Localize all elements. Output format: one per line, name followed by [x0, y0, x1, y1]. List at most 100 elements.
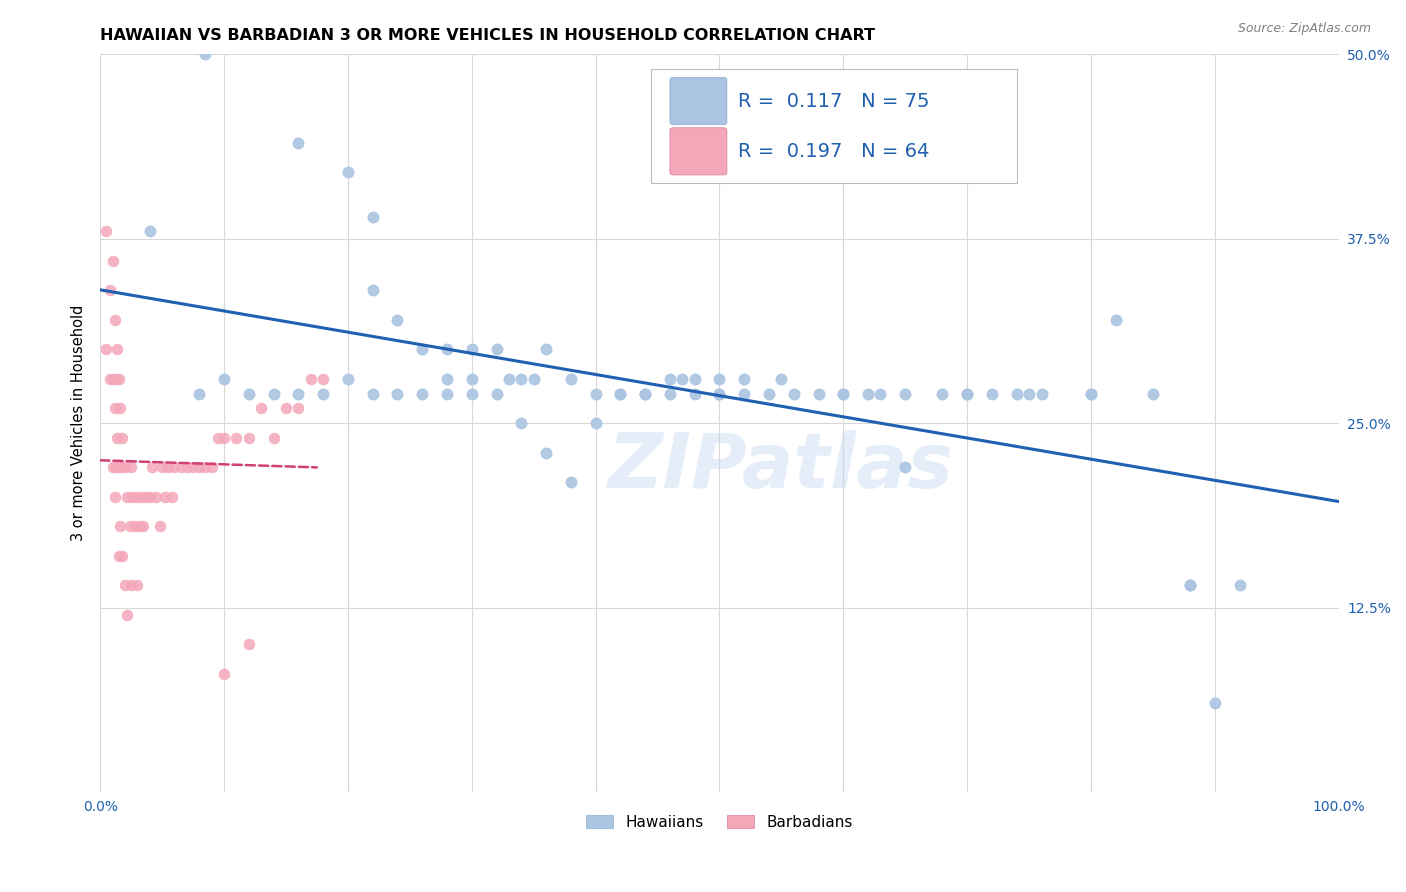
Point: [250, 401, 273, 416]
Point: [436, 386, 458, 401]
Point: [145, 490, 167, 504]
Point: [436, 343, 458, 357]
Point: [263, 431, 285, 445]
Point: [770, 372, 793, 386]
Point: [238, 386, 260, 401]
Point: [461, 372, 484, 386]
Point: [136, 490, 159, 504]
Point: [107, 460, 129, 475]
Point: [212, 372, 235, 386]
Point: [312, 372, 335, 386]
Point: [132, 519, 155, 533]
Point: [98, 372, 121, 386]
Point: [361, 210, 384, 224]
Point: [411, 343, 433, 357]
Point: [956, 386, 979, 401]
Point: [107, 343, 129, 357]
Point: [634, 386, 657, 401]
Point: [169, 460, 191, 475]
Point: [336, 372, 359, 386]
Text: ZIPatlas: ZIPatlas: [609, 430, 955, 504]
Point: [1018, 386, 1040, 401]
Text: R =  0.117   N = 75: R = 0.117 N = 75: [738, 92, 929, 111]
Point: [758, 386, 780, 401]
Text: R =  0.197   N = 64: R = 0.197 N = 64: [738, 142, 929, 161]
Point: [98, 283, 121, 297]
Point: [111, 431, 134, 445]
Point: [104, 313, 127, 327]
Point: [225, 431, 247, 445]
Point: [1178, 578, 1201, 592]
Point: [181, 460, 204, 475]
Point: [131, 490, 153, 504]
Point: [510, 416, 533, 430]
Point: [709, 372, 731, 386]
Point: [361, 386, 384, 401]
Point: [120, 460, 142, 475]
Point: [894, 386, 917, 401]
Point: [108, 401, 131, 416]
Point: [194, 460, 217, 475]
Point: [1105, 313, 1128, 327]
Point: [188, 460, 211, 475]
Point: [1080, 386, 1102, 401]
Point: [634, 386, 657, 401]
Point: [856, 386, 879, 401]
Point: [931, 386, 953, 401]
Point: [194, 47, 217, 62]
Point: [956, 386, 979, 401]
Point: [709, 386, 731, 401]
Point: [149, 519, 172, 533]
Point: [534, 445, 557, 459]
Y-axis label: 3 or more Vehicles in Household: 3 or more Vehicles in Household: [72, 305, 86, 541]
Point: [461, 343, 484, 357]
Point: [188, 386, 211, 401]
Point: [534, 343, 557, 357]
Point: [287, 401, 309, 416]
Point: [312, 386, 335, 401]
Point: [114, 578, 136, 592]
Text: Source: ZipAtlas.com: Source: ZipAtlas.com: [1237, 22, 1371, 36]
Point: [138, 224, 160, 238]
Point: [238, 431, 260, 445]
Point: [157, 460, 180, 475]
Point: [287, 136, 309, 150]
Point: [108, 519, 131, 533]
Point: [981, 386, 1004, 401]
Point: [163, 460, 186, 475]
Point: [299, 372, 322, 386]
Point: [560, 475, 582, 490]
Point: [336, 165, 359, 179]
Point: [117, 490, 139, 504]
Point: [124, 519, 146, 533]
Point: [107, 372, 129, 386]
Point: [387, 313, 409, 327]
Point: [127, 578, 149, 592]
Point: [436, 372, 458, 386]
Point: [1031, 386, 1053, 401]
Point: [105, 372, 128, 386]
Point: [121, 490, 143, 504]
FancyBboxPatch shape: [651, 69, 1017, 184]
Point: [105, 460, 128, 475]
Point: [120, 578, 142, 592]
Point: [709, 386, 731, 401]
Point: [104, 401, 127, 416]
Point: [658, 386, 681, 401]
Point: [207, 431, 229, 445]
Point: [658, 372, 681, 386]
Point: [104, 490, 127, 504]
Point: [832, 386, 855, 401]
Point: [560, 372, 582, 386]
Point: [96, 224, 118, 238]
Point: [101, 372, 124, 386]
Point: [733, 386, 755, 401]
Point: [238, 637, 260, 651]
FancyBboxPatch shape: [669, 128, 727, 175]
FancyBboxPatch shape: [669, 78, 727, 125]
Point: [783, 386, 806, 401]
Point: [212, 667, 235, 681]
Text: HAWAIIAN VS BARBADIAN 3 OR MORE VEHICLES IN HOUSEHOLD CORRELATION CHART: HAWAIIAN VS BARBADIAN 3 OR MORE VEHICLES…: [100, 29, 875, 44]
Point: [387, 386, 409, 401]
Point: [1204, 697, 1226, 711]
